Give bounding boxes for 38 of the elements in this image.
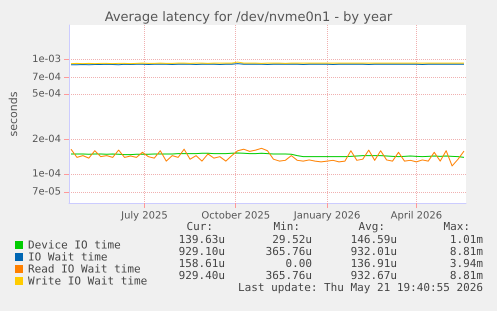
text: 146.59u <box>350 233 397 246</box>
text: 8.81m <box>450 269 484 282</box>
text: 1.01m <box>450 233 484 246</box>
text: 0.00 <box>286 257 312 270</box>
x-tick-label: October 2025 <box>201 210 270 222</box>
y-tick-label: 1e-04 <box>32 168 61 180</box>
line-series <box>70 148 465 166</box>
y-tick-label: 7e-04 <box>32 72 61 83</box>
text: 3.94m <box>450 257 484 270</box>
text: Cur: <box>186 220 214 233</box>
x-tick-label: January 2026 <box>292 210 360 222</box>
text: Min: <box>274 220 300 233</box>
text: Last update: Thu May 21 19:40:55 2026 <box>238 281 484 294</box>
text: 932.67u <box>350 269 397 282</box>
y-tick-label: 5e-04 <box>32 88 61 100</box>
chart-title: Average latency for /dev/nvme0n1 - by year <box>104 10 393 25</box>
text: 929.10u <box>178 245 225 258</box>
text: Max: <box>444 220 470 233</box>
x-tick-label: April 2026 <box>390 210 442 222</box>
text: 365.76u <box>266 269 312 282</box>
text: 139.63u <box>178 233 225 246</box>
text: 158.61u <box>178 257 225 270</box>
legend-label: Device IO time <box>28 238 121 252</box>
y-tick-label: 7e-05 <box>32 186 61 198</box>
legend-label: IO Wait time <box>28 250 108 264</box>
y-axis-title: seconds <box>7 91 20 136</box>
x-tick-label: July 2025 <box>120 210 168 222</box>
y-tick-label: 1e-03 <box>32 54 61 66</box>
text: 932.01u <box>350 245 397 258</box>
text: 365.76u <box>266 245 312 258</box>
y-tick-label: 2e-04 <box>32 134 61 146</box>
text: 8.81m <box>450 245 484 258</box>
text: 136.91u <box>350 257 397 270</box>
legend-label: Write IO Wait time <box>28 274 148 288</box>
text: 929.40u <box>178 269 225 282</box>
text: Avg: <box>358 220 386 233</box>
text: 29.52u <box>272 233 312 246</box>
legend-label: Read IO Wait time <box>28 262 141 276</box>
